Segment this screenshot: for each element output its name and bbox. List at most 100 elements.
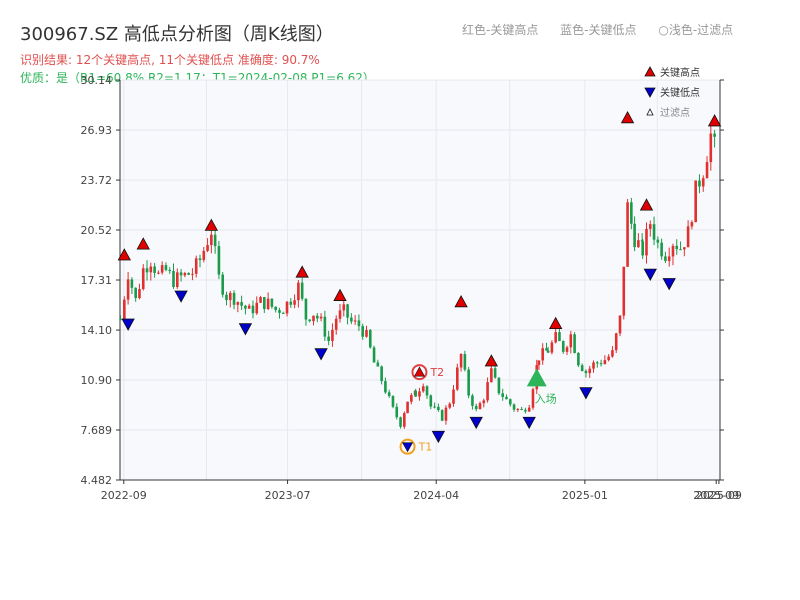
candle-body [501, 393, 505, 397]
x-tick-label: 2025-01 [562, 489, 608, 502]
legend-label: 关键高点 [660, 66, 700, 79]
candle-body [395, 406, 399, 418]
key-low-marker [579, 387, 593, 400]
candle-body [664, 256, 667, 261]
candle-body [217, 246, 221, 275]
legend-filtered-marker [646, 108, 654, 116]
candle-body [213, 234, 217, 247]
candle-body [225, 294, 228, 301]
candle-body [191, 273, 194, 275]
candle-body [365, 330, 368, 337]
candle-body [577, 352, 580, 366]
legend-label: 关键低点 [660, 86, 700, 99]
candle-body [611, 350, 614, 357]
candle-body [323, 316, 327, 337]
candle-body [505, 396, 508, 400]
candle-body [588, 368, 592, 374]
candle-body [285, 301, 289, 314]
candle-body [157, 272, 160, 274]
key-high-marker [484, 354, 499, 367]
y-tick-label: 20.52 [81, 224, 113, 237]
entry-marker [526, 368, 547, 387]
candle-body [183, 272, 187, 276]
candle-body [338, 310, 342, 319]
candle-body [380, 366, 383, 382]
candle-body [160, 265, 164, 273]
candle-body [648, 224, 652, 229]
candle-body [599, 363, 603, 365]
key-high-marker [117, 248, 131, 261]
candle-body [630, 202, 633, 224]
candle-body [384, 381, 387, 393]
key-low-marker [121, 318, 135, 331]
candle-body [516, 408, 520, 410]
legend-low-text: 蓝色-关键低点 [560, 23, 637, 37]
candle-body [372, 347, 376, 363]
candle-body [603, 360, 607, 365]
candle-body [444, 407, 448, 421]
legend-low-marker [644, 87, 656, 98]
candle-body [198, 258, 202, 260]
key-low-marker [314, 348, 328, 361]
candle-body [164, 265, 168, 271]
candle-body [565, 347, 569, 352]
candle-body [459, 354, 463, 368]
key-high-marker [620, 110, 635, 124]
y-tick-label: 4.482 [81, 474, 113, 487]
candle-body [531, 389, 535, 408]
t1-circle [399, 438, 416, 455]
candle-body [660, 242, 663, 257]
t2-circle [411, 364, 428, 381]
key-low-marker [238, 323, 253, 336]
candle-body [368, 330, 372, 348]
page-title: 300967.SZ 高低点分析图（周K线图） [20, 24, 334, 45]
candle-body [573, 334, 576, 353]
key-low-marker [174, 290, 188, 303]
candle-body [524, 409, 527, 412]
candle-body [399, 417, 402, 427]
key-high-marker [295, 265, 309, 278]
x-tick-label: 2023-07 [265, 489, 311, 502]
candle-body [520, 408, 523, 410]
candle-body [270, 298, 274, 307]
candle-body [614, 333, 618, 351]
candle-body [331, 329, 334, 341]
candle-body [637, 240, 640, 248]
candle-body [455, 367, 459, 390]
candle-body [251, 305, 255, 314]
candle-body [652, 224, 656, 240]
candle-body [403, 413, 406, 427]
candle-body [493, 368, 497, 378]
x-tick-label: 2024-04 [413, 489, 459, 502]
candle-body [561, 341, 565, 352]
candle-body [247, 305, 251, 309]
candle-body [293, 300, 296, 305]
legend-high-text: 红色-关键高点 [462, 23, 539, 37]
candle-body [281, 312, 285, 314]
candle-body [437, 406, 440, 411]
key-low-marker [643, 268, 657, 281]
candle-body [179, 272, 183, 276]
x-tick-label: 2025-09 [696, 489, 742, 502]
candle-body [541, 348, 545, 361]
candle-body [448, 403, 452, 408]
candle-body [263, 297, 266, 309]
candle-body [149, 266, 153, 273]
x-tick-label: 2025-09 [693, 489, 739, 502]
candle-body [194, 258, 198, 274]
candle-body [361, 326, 365, 337]
candle-body [545, 348, 548, 351]
t2-label: T2 [429, 366, 444, 379]
candle-body [463, 354, 467, 370]
candle-body [236, 302, 240, 305]
candle-body [584, 370, 588, 374]
key-low-marker [522, 416, 536, 430]
candle-body [467, 369, 470, 396]
candle-body [683, 247, 686, 250]
candle-body [187, 272, 190, 275]
t2-marker [413, 366, 425, 377]
candle-body [221, 274, 225, 295]
legend-filtered-text: ○浅色-过滤点 [658, 23, 734, 37]
candle-body [607, 356, 610, 361]
